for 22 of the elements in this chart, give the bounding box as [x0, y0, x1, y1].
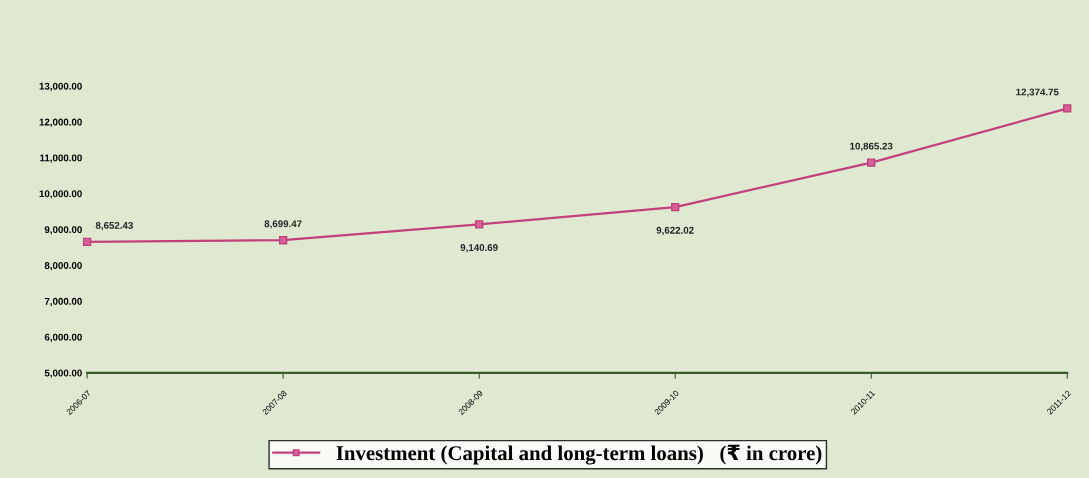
point — [474, 220, 484, 229]
legend-label: Investment (Capital and long-term loans) (₹ in crore) — [336, 444, 822, 465]
y-tick-label: 11,000.00 — [40, 154, 82, 163]
data-label: 8,652.43 — [95, 221, 133, 231]
y-tick-label: 10,000.00 — [39, 190, 82, 199]
point — [671, 202, 680, 212]
data-label: 9,622.02 — [656, 226, 694, 236]
y-tick-label: 6,000.00 — [44, 333, 82, 343]
data-label: 9,140.69 — [460, 244, 498, 253]
point — [867, 158, 876, 167]
y-tick-label: 8,000.00 — [44, 262, 82, 271]
point — [278, 236, 288, 245]
data-label: 8,699.47 — [264, 220, 302, 229]
point — [82, 237, 92, 247]
y-tick-label: 12,000.00 — [39, 118, 82, 127]
y-tick-label: 7,000.00 — [44, 297, 82, 307]
data-label: 12,374.75 — [1016, 88, 1059, 97]
y-tick-label: 5,000.00 — [44, 369, 82, 378]
y-tick-label: 13,000.00 — [39, 82, 82, 92]
point — [1063, 104, 1072, 113]
data-label: 10,865.23 — [850, 142, 893, 151]
y-tick-label: 9,000.00 — [44, 226, 82, 235]
